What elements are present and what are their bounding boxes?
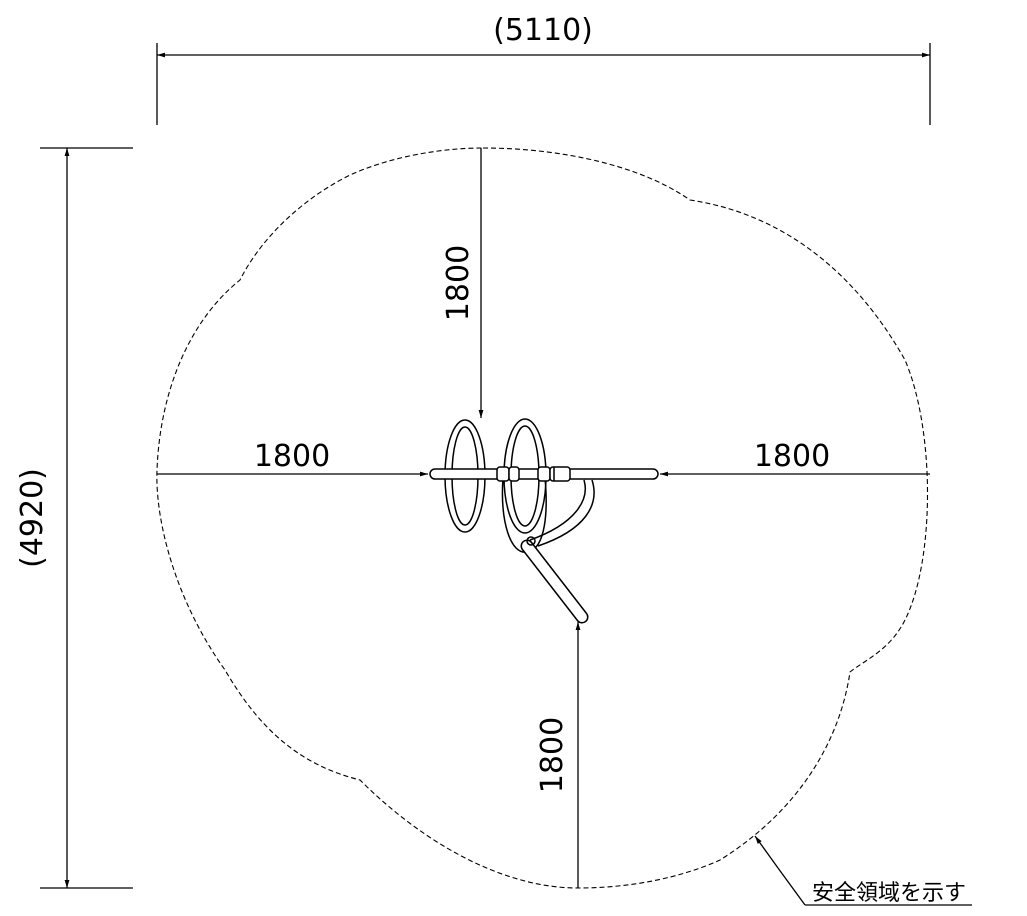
bar-clamps	[496, 466, 571, 482]
curved-arm	[537, 479, 595, 547]
equipment-top-view	[429, 418, 659, 624]
clearance-left-dimension: 1800	[157, 439, 428, 477]
clearance-top-label: 1800	[441, 245, 476, 321]
overall-width-label: (5110)	[493, 13, 593, 48]
diagonal-bar	[520, 539, 589, 624]
overall-depth-dimension: (4920)	[15, 147, 133, 889]
safety-zone-note: 安全領域を示す	[754, 835, 972, 906]
clearance-right-label: 1800	[754, 439, 830, 474]
clearance-bottom-dimension: 1800	[535, 622, 581, 888]
clearance-top-dimension: 1800	[441, 148, 484, 418]
clearance-right-dimension: 1800	[660, 439, 930, 477]
clearance-bottom-label: 1800	[535, 717, 570, 793]
overall-depth-label: (4920)	[15, 468, 50, 568]
fastener	[526, 536, 536, 546]
overall-width-dimension: (5110)	[156, 13, 931, 125]
safety-zone-label: 安全領域を示す	[812, 881, 966, 906]
clearance-left-label: 1800	[254, 439, 330, 474]
